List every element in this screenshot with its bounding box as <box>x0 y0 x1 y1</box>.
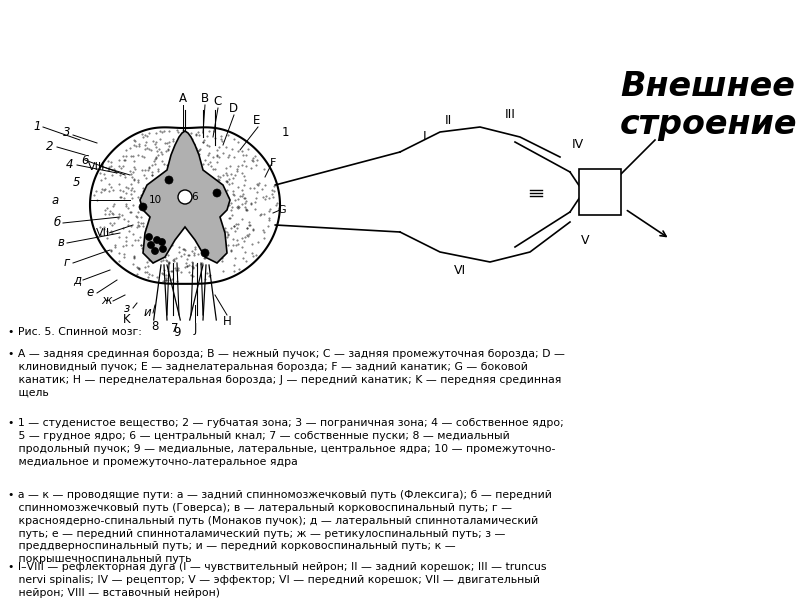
Text: • А — задняя срединная борозда; B — нежный пучок; C — задняя промежуточная бороз: • А — задняя срединная борозда; B — нежн… <box>8 349 565 398</box>
Text: 7: 7 <box>171 322 178 335</box>
Text: G: G <box>278 205 286 215</box>
Text: V: V <box>581 233 590 247</box>
Text: е: е <box>86 286 94 299</box>
Text: 1: 1 <box>282 127 289 139</box>
Text: в: в <box>58 236 65 250</box>
Text: 2: 2 <box>46 140 54 154</box>
Circle shape <box>165 176 173 184</box>
Text: II: II <box>444 113 452 127</box>
Text: 9: 9 <box>174 326 181 339</box>
Text: A: A <box>179 92 187 105</box>
Text: и: и <box>143 307 151 319</box>
Circle shape <box>151 247 158 254</box>
Text: 6: 6 <box>192 192 198 202</box>
Text: I: I <box>423 130 427 143</box>
Text: 5: 5 <box>74 176 81 190</box>
Text: 10: 10 <box>149 195 162 205</box>
Polygon shape <box>140 131 230 263</box>
Text: 4: 4 <box>66 158 74 172</box>
Text: VIII: VIII <box>88 162 106 172</box>
Text: J: J <box>194 322 197 335</box>
Text: д: д <box>73 274 81 286</box>
Text: г: г <box>64 257 70 269</box>
Text: 6: 6 <box>82 154 89 166</box>
Text: • Рис. 5. Спинной мозг:: • Рис. 5. Спинной мозг: <box>8 327 142 337</box>
Text: H: H <box>222 315 231 328</box>
Text: C: C <box>213 95 221 108</box>
Text: б: б <box>54 217 61 229</box>
Text: VI: VI <box>454 263 466 277</box>
Circle shape <box>159 245 166 253</box>
Circle shape <box>154 236 161 244</box>
Text: • I–VIII — рефлекторная дуга (I — чувствительный нейрон; II — задний корешок; II: • I–VIII — рефлекторная дуга (I — чувств… <box>8 562 546 598</box>
Circle shape <box>178 190 192 204</box>
Text: Внешнее
строение: Внешнее строение <box>620 70 798 141</box>
Text: ж: ж <box>102 295 112 307</box>
Text: IV: IV <box>572 137 584 151</box>
Text: III: III <box>505 107 515 121</box>
Text: 3: 3 <box>63 127 70 139</box>
Text: E: E <box>254 114 261 127</box>
Text: 8: 8 <box>151 320 158 333</box>
Polygon shape <box>90 127 280 284</box>
Text: • а — к — проводящие пути: а — задний спинномозжечковый путь (Флексига); б — пер: • а — к — проводящие пути: а — задний сп… <box>8 490 552 564</box>
Circle shape <box>158 238 166 245</box>
Circle shape <box>213 189 221 197</box>
Text: 1: 1 <box>34 121 41 133</box>
Text: з: з <box>124 301 130 314</box>
Text: a: a <box>51 193 58 206</box>
Circle shape <box>147 241 154 248</box>
Text: K: K <box>123 313 131 326</box>
Circle shape <box>146 233 153 241</box>
Circle shape <box>139 203 147 211</box>
Text: F: F <box>270 158 276 168</box>
Text: D: D <box>229 102 238 115</box>
Text: • 1 — студенистое вещество; 2 — губчатая зона; 3 — пограничная зона; 4 — собстве: • 1 — студенистое вещество; 2 — губчатая… <box>8 418 564 467</box>
Text: VII: VII <box>96 228 110 238</box>
Text: B: B <box>201 92 209 105</box>
Circle shape <box>201 249 209 257</box>
FancyBboxPatch shape <box>579 169 621 215</box>
